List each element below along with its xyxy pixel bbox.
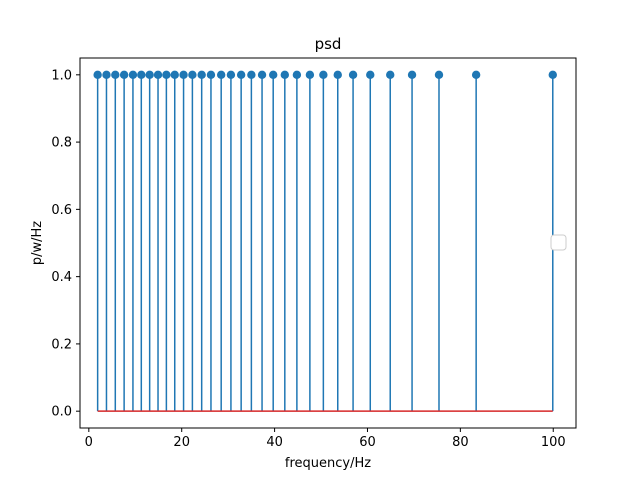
y-axis-label: p/w/Hz [30,221,45,265]
stem-marker [257,70,267,80]
x-tick-label: 100 [541,435,566,450]
y-tick-label: 0.4 [51,270,72,285]
y-axis-ticks: 0.0 0.2 0.4 0.6 0.8 1.0 [51,68,80,420]
stem-marker [119,70,129,80]
x-tick-label: 80 [452,435,469,450]
stem-marker [226,70,236,80]
y-tick-label: 0.6 [51,203,72,218]
legend-box [550,234,567,251]
stem-marker [434,70,444,80]
stem-marker [305,70,315,80]
stem-marker [188,70,197,80]
stem-marker [206,70,216,80]
stem-marker [128,70,138,80]
y-tick-label: 0.8 [51,136,72,151]
stem-marker [236,70,246,80]
stem-marker [386,70,395,80]
y-tick-label: 0.0 [51,405,72,420]
y-tick-label: 0.2 [51,337,72,352]
stem-marker [471,70,481,80]
x-tick-label: 40 [266,435,283,450]
x-tick-label: 60 [359,435,376,450]
stem-marker [333,70,342,80]
stem-marker [292,70,302,80]
stem-marker [170,70,179,80]
stem-marker [268,70,278,80]
stem-marker [366,70,375,80]
stem-marker [145,70,154,80]
axes-frame [79,57,577,429]
x-tick-label: 20 [173,435,190,450]
stem-marker [179,70,188,80]
x-axis-label: frequency/Hz [285,456,371,471]
x-axis-ticks: 0 20 40 60 80 100 [85,428,566,450]
stem-marker [162,70,171,80]
stem-marker [216,70,226,80]
stem-marker [407,70,417,80]
stem-marker [280,70,290,80]
x-tick-label: 0 [85,435,93,450]
stem-marker [348,70,358,80]
y-tick-label: 1.0 [51,68,72,83]
stem-marker [197,70,206,80]
stem-marker [548,70,557,80]
stem-marker [247,70,256,80]
stems [96,74,554,412]
stem-marker [319,70,328,80]
stem-marker [137,70,146,80]
chart-title: psd [315,35,342,53]
stem-marker [111,70,120,80]
markers [93,70,557,80]
stem-marker [102,70,111,80]
stem-marker [153,70,163,80]
stem-marker [93,70,102,80]
